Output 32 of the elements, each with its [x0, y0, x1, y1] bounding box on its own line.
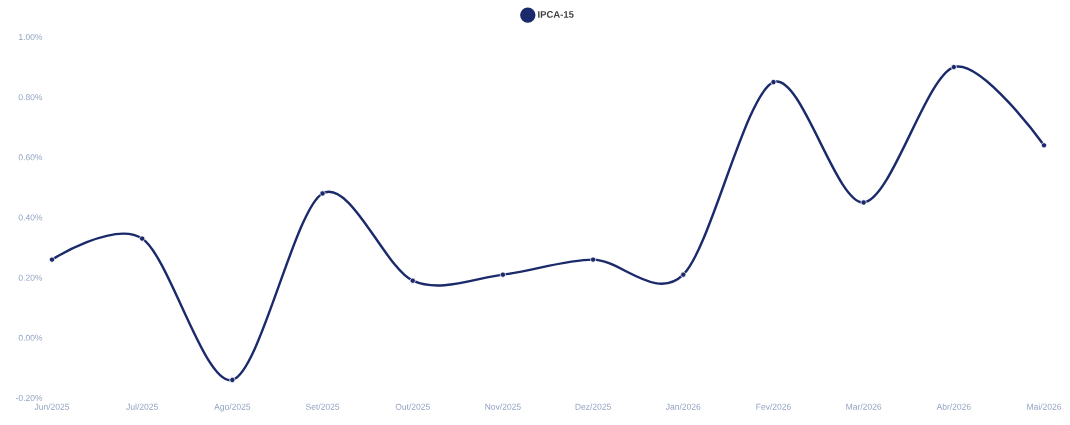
x-tick-label: Out/2025 — [395, 403, 430, 410]
point — [499, 271, 506, 278]
x-tick-label: Ago/2025 — [214, 403, 251, 412]
point — [680, 271, 687, 278]
x-tick-label: Jul/2025 — [126, 403, 158, 410]
y-tick-label: 0.20% — [18, 274, 43, 281]
y-tick-label: -0.20% — [15, 394, 43, 401]
y-tick-label: 0.80% — [18, 94, 43, 101]
x-tick-label: Jun/2025 — [34, 403, 70, 410]
x-tick-label: Jan/2026 — [665, 403, 701, 410]
x-tick-label: Abr/2026 — [936, 403, 971, 410]
point — [139, 235, 146, 242]
point — [590, 256, 597, 263]
x-tick-label: Mar/2026 — [846, 403, 882, 410]
y-tick-label: 0.40% — [18, 214, 43, 221]
point — [860, 199, 867, 206]
x-tick-label: Set/2025 — [305, 403, 340, 410]
y-tick-label: 0.00% — [18, 334, 43, 341]
point — [409, 277, 416, 284]
point — [770, 79, 777, 86]
point — [49, 256, 55, 263]
point — [1041, 142, 1048, 149]
legend-label: IPCA-15 — [538, 11, 574, 18]
point — [229, 376, 236, 383]
y-tick-label: 0.60% — [18, 154, 43, 161]
x-tick-label: Nov/2025 — [485, 403, 521, 410]
point — [950, 64, 957, 71]
y-tick-label: 1.00% — [19, 33, 43, 40]
x-tick-label: Fev/2026 — [756, 403, 791, 410]
point — [319, 190, 326, 197]
x-tick-label: Mai/2026 — [1027, 403, 1062, 410]
x-tick-label: Dez/2025 — [575, 403, 611, 410]
